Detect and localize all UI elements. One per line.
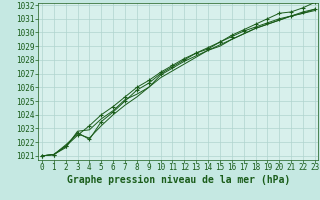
X-axis label: Graphe pression niveau de la mer (hPa): Graphe pression niveau de la mer (hPa) xyxy=(67,175,290,185)
